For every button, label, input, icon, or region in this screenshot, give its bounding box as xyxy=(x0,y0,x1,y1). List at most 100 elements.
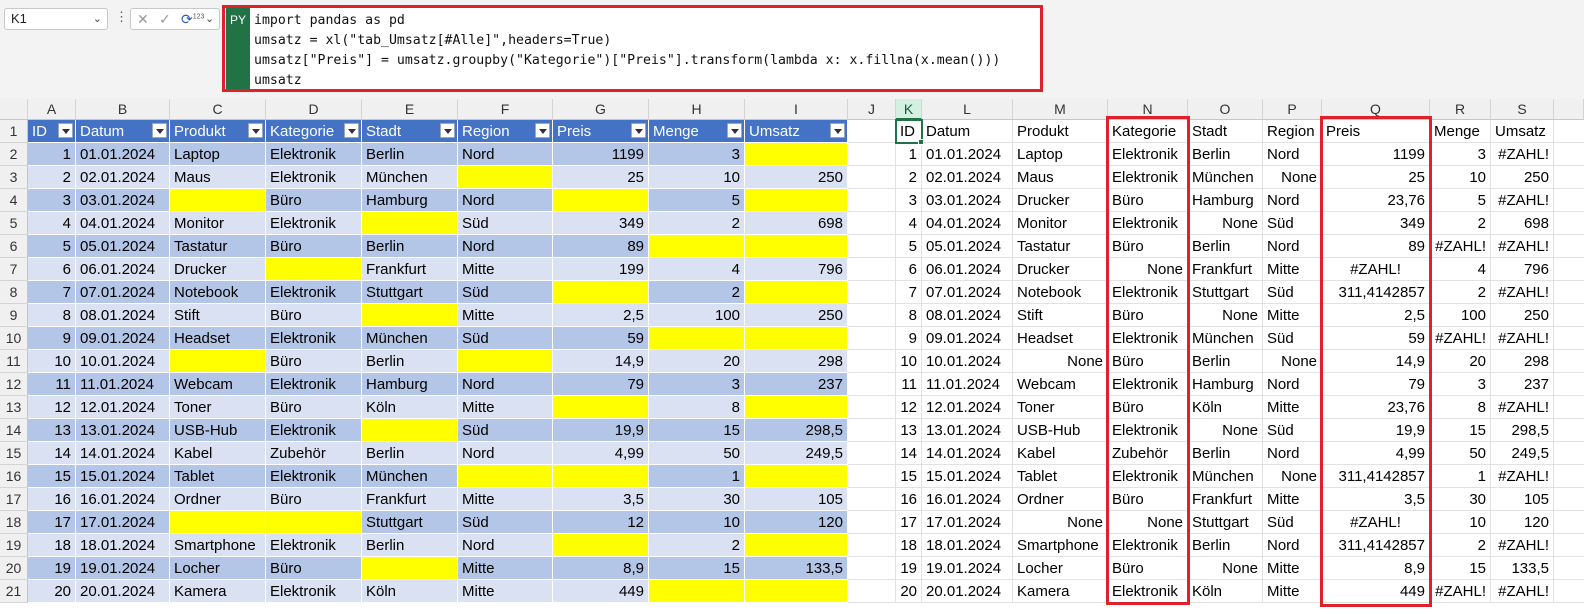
result-cell[interactable]: #ZAHL! xyxy=(1430,327,1491,350)
result-cell[interactable]: 20.01.2024 xyxy=(922,580,1013,603)
table-cell[interactable]: 4 xyxy=(649,258,745,281)
result-cell[interactable]: 311,4142857 xyxy=(1322,534,1430,557)
result-cell[interactable]: Frankfurt xyxy=(1188,488,1263,511)
result-cell[interactable]: Köln xyxy=(1188,396,1263,419)
table-cell[interactable]: 12 xyxy=(553,511,649,534)
result-header-cell[interactable]: Region xyxy=(1263,120,1322,143)
result-cell[interactable]: Elektronik xyxy=(1108,465,1188,488)
empty-cell[interactable] xyxy=(1554,212,1584,235)
table-cell[interactable]: 7 xyxy=(28,281,76,304)
table-cell[interactable]: Notebook xyxy=(170,281,266,304)
result-cell[interactable]: Hamburg xyxy=(1188,189,1263,212)
result-cell[interactable]: Büro xyxy=(1108,189,1188,212)
result-cell[interactable]: Stift xyxy=(1013,304,1108,327)
table-cell[interactable]: Hamburg xyxy=(362,373,458,396)
result-cell[interactable]: Berlin xyxy=(1188,143,1263,166)
table-cell[interactable]: 2 xyxy=(649,534,745,557)
result-cell[interactable]: 120 xyxy=(1491,511,1554,534)
result-cell[interactable]: 250 xyxy=(1491,304,1554,327)
table-cell[interactable] xyxy=(266,511,362,534)
row-header[interactable]: 20 xyxy=(0,557,28,580)
empty-cell[interactable] xyxy=(848,511,896,534)
table-cell[interactable]: 199 xyxy=(553,258,649,281)
table-cell[interactable]: Büro xyxy=(266,350,362,373)
table-cell[interactable]: 449 xyxy=(553,580,649,603)
column-header-p[interactable]: P xyxy=(1263,99,1322,120)
result-cell[interactable]: #ZAHL! xyxy=(1491,580,1554,603)
result-cell[interactable]: 19.01.2024 xyxy=(922,557,1013,580)
python-code-editor[interactable]: import pandas as pd umsatz = xl("tab_Umsa… xyxy=(250,8,1040,90)
table-cell[interactable]: 1 xyxy=(28,143,76,166)
result-cell[interactable]: Berlin xyxy=(1188,350,1263,373)
result-cell[interactable]: 04.01.2024 xyxy=(922,212,1013,235)
result-cell[interactable]: 10 xyxy=(896,350,922,373)
result-cell[interactable]: 59 xyxy=(1322,327,1430,350)
result-cell[interactable]: #ZAHL! xyxy=(1491,465,1554,488)
result-cell[interactable]: 15 xyxy=(1430,557,1491,580)
table-cell[interactable]: 11.01.2024 xyxy=(76,373,170,396)
table-cell[interactable]: Smartphone xyxy=(170,534,266,557)
result-cell[interactable]: 07.01.2024 xyxy=(922,281,1013,304)
table-header-cell[interactable]: ID xyxy=(28,120,76,143)
table-cell[interactable]: 6 xyxy=(28,258,76,281)
result-cell[interactable]: Büro xyxy=(1108,396,1188,419)
table-cell[interactable]: 14 xyxy=(28,442,76,465)
row-header[interactable]: 6 xyxy=(0,235,28,258)
result-cell[interactable]: #ZAHL! xyxy=(1430,580,1491,603)
table-cell[interactable]: Mitte xyxy=(458,557,553,580)
result-cell[interactable]: 237 xyxy=(1491,373,1554,396)
table-cell[interactable] xyxy=(745,534,848,557)
python-output-type-icon[interactable]: ⟳123 xyxy=(181,11,205,27)
result-cell[interactable]: Drucker xyxy=(1013,258,1108,281)
column-header-m[interactable]: M xyxy=(1013,99,1108,120)
column-header-k[interactable]: K xyxy=(896,99,922,120)
table-cell[interactable]: Büro xyxy=(266,488,362,511)
table-cell[interactable]: Mitte xyxy=(458,304,553,327)
result-cell[interactable]: 09.01.2024 xyxy=(922,327,1013,350)
empty-cell[interactable] xyxy=(848,166,896,189)
result-cell[interactable]: Elektronik xyxy=(1108,212,1188,235)
result-cell[interactable]: Ordner xyxy=(1013,488,1108,511)
row-header[interactable]: 19 xyxy=(0,534,28,557)
row-header[interactable]: 16 xyxy=(0,465,28,488)
table-cell[interactable]: Köln xyxy=(362,396,458,419)
result-cell[interactable]: None xyxy=(1188,419,1263,442)
empty-cell[interactable] xyxy=(1554,304,1584,327)
empty-cell[interactable] xyxy=(1554,166,1584,189)
table-cell[interactable]: 10 xyxy=(649,511,745,534)
row-header[interactable]: 17 xyxy=(0,488,28,511)
empty-cell[interactable] xyxy=(1554,488,1584,511)
result-cell[interactable]: #ZAHL! xyxy=(1491,281,1554,304)
table-cell[interactable]: 1 xyxy=(649,465,745,488)
table-cell[interactable]: 3,5 xyxy=(553,488,649,511)
table-cell[interactable] xyxy=(553,281,649,304)
table-cell[interactable] xyxy=(745,465,848,488)
result-cell[interactable]: 08.01.2024 xyxy=(922,304,1013,327)
result-cell[interactable]: 02.01.2024 xyxy=(922,166,1013,189)
row-header[interactable]: 3 xyxy=(0,166,28,189)
result-cell[interactable]: None xyxy=(1188,557,1263,580)
result-cell[interactable]: Notebook xyxy=(1013,281,1108,304)
result-cell[interactable]: Mitte xyxy=(1263,304,1322,327)
table-cell[interactable]: München xyxy=(362,465,458,488)
table-cell[interactable] xyxy=(266,258,362,281)
table-cell[interactable]: Stuttgart xyxy=(362,281,458,304)
table-cell[interactable]: Laptop xyxy=(170,143,266,166)
result-cell[interactable]: 14 xyxy=(896,442,922,465)
empty-cell[interactable] xyxy=(848,258,896,281)
result-cell[interactable]: 79 xyxy=(1322,373,1430,396)
table-cell[interactable]: 15 xyxy=(28,465,76,488)
table-cell[interactable]: 15 xyxy=(649,419,745,442)
table-cell[interactable]: 03.01.2024 xyxy=(76,189,170,212)
result-cell[interactable]: 23,76 xyxy=(1322,189,1430,212)
table-cell[interactable]: 12 xyxy=(28,396,76,419)
result-cell[interactable]: 698 xyxy=(1491,212,1554,235)
result-cell[interactable]: #ZAHL! xyxy=(1491,189,1554,212)
column-header-n[interactable]: N xyxy=(1108,99,1188,120)
result-cell[interactable]: Toner xyxy=(1013,396,1108,419)
result-cell[interactable]: 1 xyxy=(896,143,922,166)
result-cell[interactable]: 15.01.2024 xyxy=(922,465,1013,488)
result-cell[interactable]: Zubehör xyxy=(1108,442,1188,465)
table-cell[interactable] xyxy=(745,580,848,603)
result-cell[interactable]: 10.01.2024 xyxy=(922,350,1013,373)
